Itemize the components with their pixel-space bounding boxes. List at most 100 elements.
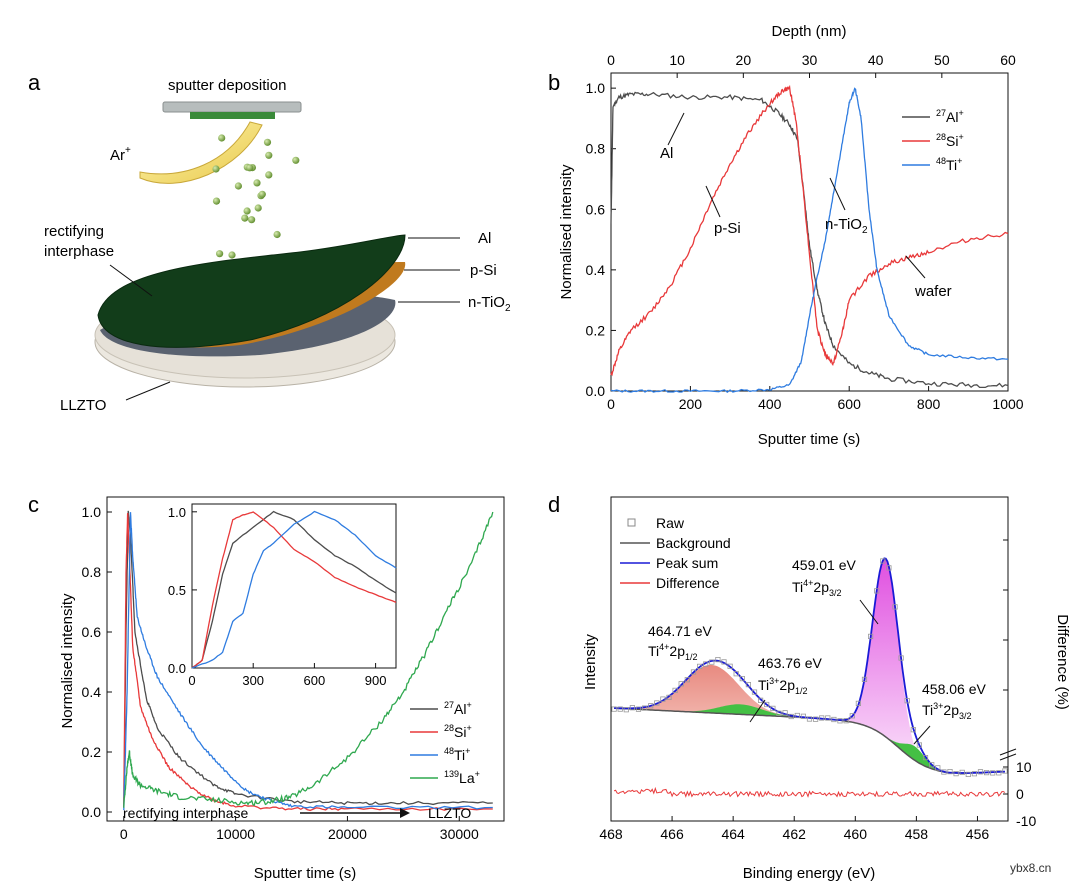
d-xtick-label: 466 xyxy=(660,826,684,842)
d-raw-point xyxy=(782,710,788,716)
panel-b-ylabel: Normalised intensity xyxy=(558,164,575,300)
d-raw-point xyxy=(819,715,825,721)
panel-c-inset-axes: 0 300 600 900 0.0 0.5 1.0 xyxy=(168,505,387,688)
annot-ntio2: n-TiO2 xyxy=(825,216,868,236)
c-ytick-label: 1.0 xyxy=(82,504,102,520)
panel-b-axes: 0 200 400 600 800 10000.00.20.40.60.81.00 10 20… xyxy=(586,52,1024,412)
d-legend-label: Difference xyxy=(656,575,720,591)
b-xtick-label: 0 xyxy=(607,396,615,412)
d-raw-point xyxy=(922,755,929,761)
svg-text:463.76 eV: 463.76 eV xyxy=(758,655,822,671)
watermark: ybx8.cn xyxy=(1010,861,1051,875)
d-raw-point xyxy=(660,696,666,702)
ntio2-layer-label: n-TiO2 xyxy=(468,294,511,314)
d-xtick-label: 462 xyxy=(783,826,807,842)
d-raw-point xyxy=(898,655,904,661)
b-xtick-label: 1000 xyxy=(992,396,1023,412)
c-inset-series-ti xyxy=(191,510,397,669)
b-series-si xyxy=(610,84,1009,377)
c-series-si xyxy=(123,512,493,812)
particle xyxy=(292,156,300,164)
particle xyxy=(228,251,236,259)
d-raw-point xyxy=(990,770,996,776)
particle xyxy=(216,250,224,258)
svg-text:Ti4+2p1/2: Ti4+2p1/2 xyxy=(648,642,698,662)
d-y2tick-label: -10 xyxy=(1016,813,1036,829)
particle xyxy=(241,214,249,222)
d-raw-point xyxy=(776,710,782,716)
d-raw-point xyxy=(1002,768,1008,774)
panel-d: d 468 466 464 462 460 458 456 10 0 -10 Binding en… xyxy=(548,492,1071,882)
ar-ion-beam xyxy=(139,121,263,184)
c-inset-xtick-label: 900 xyxy=(365,673,387,688)
particle xyxy=(243,207,251,215)
panel-d-frame xyxy=(610,496,1009,822)
panel-d-axes: 468 466 464 462 460 458 456 10 0 -10 xyxy=(599,539,1036,842)
d-raw-point xyxy=(709,659,715,665)
svg-text:458.06 eV: 458.06 eV xyxy=(922,681,986,697)
svg-text:Ti4+2p3/2: Ti4+2p3/2 xyxy=(792,578,842,598)
d-raw-point xyxy=(806,716,813,722)
b-legend-label: 28Si+ xyxy=(936,132,964,149)
d-raw-point xyxy=(721,659,727,665)
d-raw-point xyxy=(837,718,843,724)
b-series-ti xyxy=(610,87,1009,394)
d-raw-point xyxy=(880,558,886,564)
panel-d-series xyxy=(611,557,1008,798)
panel-c: c 0 10000 20000 30000 0.0 0.2 0.4 0.6 0.8 1.0 0 30… xyxy=(28,492,505,882)
d-raw-point xyxy=(770,705,776,712)
b-x2tick-label: 30 xyxy=(802,52,818,68)
d-raw-point xyxy=(831,716,837,723)
d-raw-point xyxy=(959,769,965,776)
particle xyxy=(254,204,262,212)
particle xyxy=(218,134,226,142)
particle xyxy=(234,182,242,190)
d-raw-point xyxy=(794,712,800,719)
d-raw-point xyxy=(642,705,648,711)
d-raw-point xyxy=(868,633,874,640)
d-y2tick-label: 0 xyxy=(1016,786,1024,802)
d-raw-point xyxy=(666,694,672,701)
d-raw-point xyxy=(617,706,623,712)
panel-d-xlabel: Binding energy (eV) xyxy=(743,865,876,882)
panel-a-letter: a xyxy=(28,70,41,95)
c-inset-series-si xyxy=(191,511,397,669)
particle xyxy=(258,190,266,198)
b-xtick-label: 800 xyxy=(917,396,941,412)
d-raw-point xyxy=(727,663,733,669)
d-raw-point xyxy=(929,762,935,768)
c-xtick-label: 20000 xyxy=(328,826,367,842)
b-x2tick-label: 0 xyxy=(607,52,615,68)
panel-a: a sputter deposition Ar+ rectifying inte… xyxy=(28,70,511,414)
panel-c-inset-frame xyxy=(191,503,397,669)
d-raw-point xyxy=(751,689,758,695)
c-ytick-label: 0.4 xyxy=(82,684,102,700)
d-raw-point xyxy=(739,676,745,682)
particle xyxy=(212,165,220,173)
svg-text:Ti3+2p1/2: Ti3+2p1/2 xyxy=(758,676,808,696)
d-raw-point xyxy=(715,657,721,663)
d-raw-point xyxy=(635,706,642,712)
panel-d-ylabel: Intensity xyxy=(582,634,599,690)
panel-c-letter: c xyxy=(28,492,39,517)
rectifying-leader xyxy=(109,264,153,297)
d-raw-point xyxy=(764,701,770,708)
d-raw-point xyxy=(654,700,660,706)
panel-d-y2label: Difference (%) xyxy=(1054,614,1071,710)
svg-text:459.01 eV: 459.01 eV xyxy=(792,557,856,573)
d-legend-label: Peak sum xyxy=(656,555,718,571)
d-raw-point xyxy=(977,769,984,775)
annot-psi: p-Si xyxy=(714,220,741,237)
annot-al: Al xyxy=(660,145,673,162)
d-raw-point xyxy=(629,705,636,711)
b-xtick-label: 400 xyxy=(758,396,782,412)
c-series-la xyxy=(123,511,494,808)
c-xtick-label: 10000 xyxy=(216,826,255,842)
d-raw-point xyxy=(953,771,959,777)
particle xyxy=(253,179,261,187)
b-x2tick-label: 20 xyxy=(736,52,752,68)
b-ytick-label: 0.2 xyxy=(586,322,606,338)
d-raw-point xyxy=(648,703,654,709)
panel-c-inset-series xyxy=(191,510,397,669)
peak-label-464.71: 464.71 eV Ti4+2p1/2 xyxy=(648,623,712,662)
